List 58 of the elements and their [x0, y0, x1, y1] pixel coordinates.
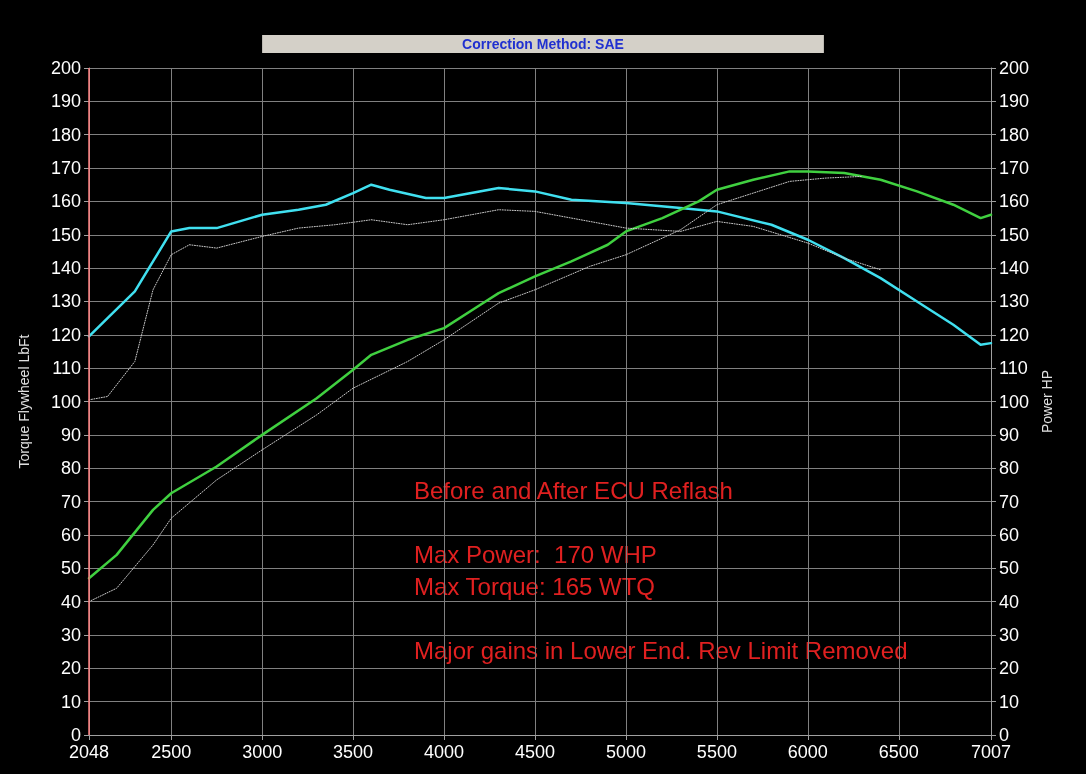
y2-tick-label: 200	[999, 58, 1030, 78]
x-tick-label: 7007	[970, 742, 1012, 762]
y-tick-label: 160	[50, 191, 81, 212]
y-tick-label: 190	[50, 91, 81, 112]
y-tick-label: 170	[50, 158, 81, 179]
y2-tick-label: 50	[999, 558, 1020, 579]
line-series	[87, 183, 993, 347]
chart-title: Correction Method: SAE	[462, 36, 624, 52]
y2-tick-label: 180	[999, 124, 1030, 145]
y-tick-label: 130	[50, 291, 81, 312]
y-tick-label: 50	[60, 558, 81, 579]
x-tick-label: 4000	[424, 742, 465, 762]
y-tick-label: 60	[60, 524, 81, 545]
y-tick-label: 40	[60, 591, 81, 612]
y-axis-title: Torque Flywheel LbFt	[16, 334, 32, 469]
y2-tick-label: 30	[999, 624, 1020, 645]
x-tick-label: 6000	[787, 742, 828, 762]
x-tick-label: 2500	[151, 742, 192, 762]
y2-tick-label: 10	[999, 691, 1020, 712]
y2-tick-label: 130	[999, 291, 1030, 312]
x-tick-label: 4500	[514, 742, 556, 762]
y2-tick-label: 90	[999, 424, 1020, 445]
y2-axis-title: Power HP	[1038, 369, 1055, 434]
y-tick-label: 90	[60, 424, 81, 445]
y-tick-label: 180	[50, 124, 81, 145]
x-tick-label: 5500	[696, 742, 737, 762]
y-tick-label: 140	[50, 258, 81, 279]
y-tick-label: 100	[50, 391, 81, 412]
y2-tick-label: 120	[999, 324, 1030, 345]
y-tick-label: 80	[60, 458, 81, 479]
y-tick-label: 70	[60, 491, 81, 512]
y2-tick-label: 100	[999, 391, 1030, 412]
x-tick-label: 3000	[242, 742, 283, 762]
y2-tick-label: 60	[999, 524, 1020, 545]
y2-tick-label: 110	[999, 358, 1028, 379]
y-tick-label: 30	[60, 624, 81, 645]
y-tick-label: 120	[50, 324, 81, 345]
y-tick-label: 20	[60, 658, 81, 679]
y2-tick-label: 0	[999, 725, 1010, 745]
y-tick-label: 0	[70, 725, 81, 745]
line-series	[87, 170, 993, 580]
y2-tick-label: 150	[999, 224, 1030, 245]
y-tick-label: 200	[50, 58, 81, 78]
y2-tick-label: 170	[999, 158, 1030, 179]
y-tick-label: 110	[52, 358, 81, 379]
y2-tick-label: 20	[999, 658, 1020, 679]
x-tick-label: 5000	[605, 742, 646, 762]
x-tick-label: 2048	[68, 742, 110, 762]
y2-tick-label: 160	[999, 191, 1030, 212]
y2-tick-label: 140	[999, 258, 1030, 279]
y2-tick-label: 190	[999, 91, 1030, 112]
y2-tick-label: 80	[999, 458, 1020, 479]
x-tick-label: 3500	[333, 742, 374, 762]
x-tick-label: 6500	[878, 742, 919, 762]
y2-tick-label: 40	[999, 591, 1020, 612]
y-tick-label: 150	[50, 224, 81, 245]
y2-tick-label: 70	[999, 491, 1020, 512]
y-tick-label: 10	[60, 691, 81, 712]
